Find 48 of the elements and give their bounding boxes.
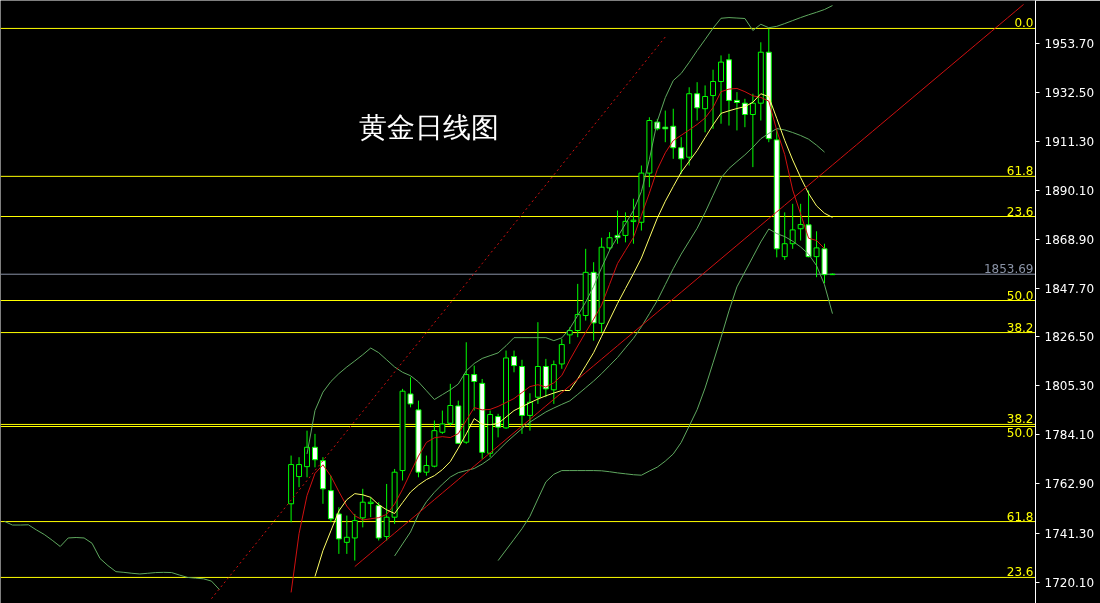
candlestick xyxy=(312,433,318,468)
y-tick-label: 1741.30 xyxy=(1044,527,1095,542)
y-tick-label: 1890.10 xyxy=(1044,183,1095,198)
candlestick xyxy=(789,203,796,250)
y-tick-label: 1932.50 xyxy=(1044,85,1095,100)
annotation: 38.2 xyxy=(1006,320,1034,335)
y-tick-label: 1720.10 xyxy=(1044,576,1095,590)
annotation: 50.0 xyxy=(1006,288,1034,303)
y-tick-label: 1911.30 xyxy=(1044,134,1095,149)
candlestick xyxy=(574,283,581,338)
candlestick xyxy=(749,93,756,168)
candlestick xyxy=(733,91,740,131)
annotation: 50.0 xyxy=(1006,425,1034,440)
y-tick-label: 1868.90 xyxy=(1044,232,1095,247)
candlestick xyxy=(678,136,685,175)
candlestick xyxy=(702,84,709,133)
candlestick xyxy=(447,383,454,427)
y-tick-label: 1847.70 xyxy=(1044,281,1095,296)
candlestick xyxy=(471,365,478,412)
y-tick-label: 1762.90 xyxy=(1044,477,1095,492)
y-tick-label: 1953.70 xyxy=(1044,36,1095,51)
candlestick xyxy=(383,483,390,541)
y-tick-label: 1826.50 xyxy=(1044,330,1095,345)
candlestick xyxy=(296,456,303,488)
ref-line-label: 1853.69 xyxy=(983,262,1034,277)
annotation: 0.0 xyxy=(1014,16,1034,31)
candlestick xyxy=(558,338,565,370)
candlestick xyxy=(359,488,366,528)
candlestick xyxy=(542,358,549,398)
annotation: 38.2 xyxy=(1006,412,1034,427)
annotation: 23.6 xyxy=(1006,204,1034,219)
candlestick xyxy=(781,211,788,261)
candlestick xyxy=(511,350,517,373)
candlestick xyxy=(710,69,717,130)
candlestick xyxy=(694,81,701,121)
y-tick-label: 1805.30 xyxy=(1044,379,1095,394)
candlestick xyxy=(670,108,677,160)
annotation: 61.8 xyxy=(1006,509,1034,524)
annotation: 61.8 xyxy=(1006,164,1034,179)
candlestick xyxy=(718,54,724,125)
y-tick-label: 1784.10 xyxy=(1044,428,1095,443)
candlestick xyxy=(526,392,533,432)
text: 黄金日线图 xyxy=(358,110,499,144)
line-series xyxy=(497,228,833,562)
annotation: 23.6 xyxy=(1006,565,1034,580)
candlestick xyxy=(343,515,350,555)
candlestick xyxy=(351,513,358,562)
candlestick xyxy=(367,496,374,518)
